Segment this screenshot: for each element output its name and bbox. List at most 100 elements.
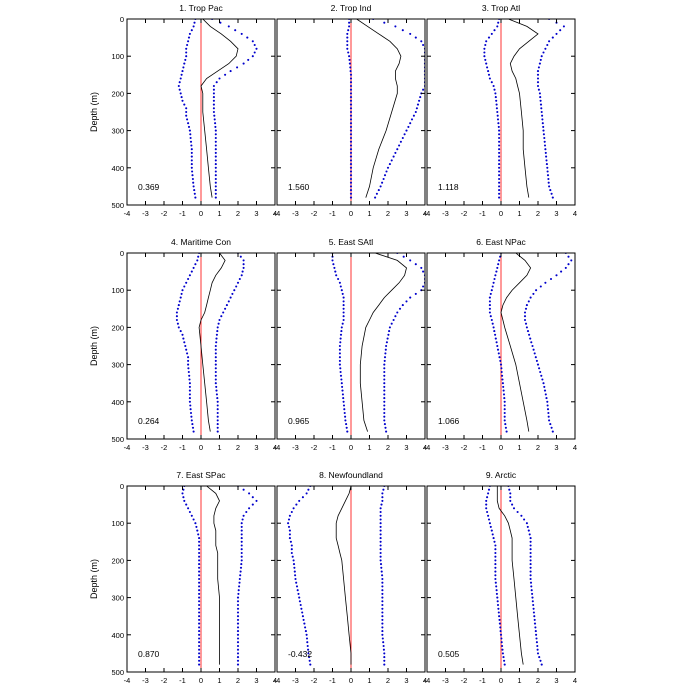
- upper-bound-point: [536, 84, 540, 88]
- upper-bound-point: [545, 163, 548, 166]
- lower-bound-point: [489, 525, 492, 528]
- lower-bound-point: [306, 641, 309, 644]
- lower-bound-point: [181, 99, 184, 102]
- lower-bound-point: [348, 58, 351, 61]
- upper-bound-point: [216, 400, 219, 403]
- lower-bound-point: [349, 110, 353, 114]
- upper-bound-point: [540, 107, 543, 110]
- upper-bound-point: [383, 397, 386, 400]
- upper-bound-point: [534, 356, 537, 359]
- upper-bound-point: [383, 374, 386, 377]
- upper-bound-point: [530, 585, 533, 588]
- lower-bound-point: [487, 70, 490, 73]
- upper-bound-point: [529, 337, 532, 340]
- upper-bound-point: [214, 189, 217, 192]
- panel-title: 9. Arctic: [486, 470, 517, 480]
- upper-bound-point: [218, 77, 221, 80]
- lower-bound-point: [502, 656, 505, 659]
- upper-bound-point: [216, 408, 219, 411]
- lower-bound-point: [483, 51, 486, 54]
- x-tick-label: -4: [124, 676, 131, 685]
- lower-bound-point: [498, 148, 501, 151]
- x-tick-label: -1: [479, 209, 486, 218]
- lower-bound-point: [498, 144, 501, 147]
- lower-bound-point: [341, 393, 344, 396]
- lower-bound-point: [342, 296, 345, 299]
- upper-bound-point: [238, 577, 241, 581]
- upper-bound-point: [381, 596, 384, 599]
- upper-bound-point: [214, 185, 217, 188]
- upper-bound-point: [531, 600, 534, 603]
- upper-bound-point: [538, 92, 541, 95]
- upper-bound-point: [242, 514, 245, 517]
- lower-bound-point: [494, 555, 497, 558]
- mean-profile-line: [496, 486, 524, 665]
- upper-bound-point: [381, 181, 384, 184]
- lower-bound-point: [494, 570, 497, 573]
- lower-bound-point: [498, 189, 501, 192]
- lower-bound-point: [198, 630, 201, 633]
- panel-data: [485, 486, 543, 666]
- upper-bound-point: [381, 585, 384, 588]
- lower-bound-point: [190, 166, 193, 169]
- upper-bound-point: [245, 510, 248, 514]
- lower-bound-point: [332, 263, 335, 266]
- upper-bound-point: [524, 322, 528, 325]
- lower-bound-point: [198, 603, 201, 607]
- lower-bound-point: [178, 88, 181, 91]
- lower-bound-point: [287, 518, 291, 521]
- lower-bound-point: [345, 423, 348, 426]
- lower-bound-point: [498, 181, 501, 184]
- lower-bound-point: [175, 311, 178, 314]
- lower-bound-point: [198, 607, 201, 610]
- lower-bound-point: [487, 518, 491, 521]
- y-axis-label: Depth (m): [89, 326, 99, 366]
- upper-bound-point: [542, 133, 545, 136]
- lower-bound-point: [486, 510, 489, 514]
- x-tick-label: -1: [179, 676, 186, 685]
- upper-bound-point: [536, 77, 540, 80]
- panel-value: -0.432: [288, 649, 312, 659]
- lower-bound-point: [193, 21, 196, 24]
- x-tick-label: 3: [254, 443, 258, 452]
- lower-bound-point: [494, 574, 497, 577]
- x-tick-label: -2: [461, 209, 468, 218]
- lower-bound-point: [486, 66, 489, 69]
- upper-bound-point: [214, 151, 217, 154]
- lower-bound-point: [190, 163, 193, 166]
- panel-data: [181, 486, 258, 666]
- upper-bound-point: [383, 21, 386, 24]
- x-tick-label: -2: [161, 209, 168, 218]
- upper-bound-point: [399, 140, 402, 143]
- lower-bound-point: [307, 488, 310, 491]
- upper-bound-point: [381, 589, 384, 592]
- upper-bound-point: [543, 385, 546, 388]
- lower-bound-point: [182, 337, 185, 340]
- mean-profile-line: [356, 19, 402, 198]
- upper-bound-point: [381, 592, 384, 595]
- upper-bound-point: [547, 181, 550, 184]
- upper-bound-point: [546, 404, 549, 407]
- lower-bound-point: [494, 337, 497, 340]
- upper-bound-point: [409, 296, 412, 299]
- lower-bound-point: [291, 555, 294, 558]
- upper-bound-point: [214, 374, 217, 377]
- panel-5: -4 -3 -2 -1 0 1 2 3 4 5. East SAtl 0.965: [274, 237, 427, 452]
- upper-bound-point: [214, 159, 217, 162]
- lower-bound-point: [181, 289, 184, 292]
- lower-bound-point: [485, 40, 488, 43]
- lower-bound-point: [496, 348, 500, 351]
- lower-bound-point: [187, 36, 191, 39]
- upper-bound-point: [516, 510, 519, 514]
- y-axis-label: Depth (m): [89, 92, 99, 132]
- upper-bound-point: [551, 430, 554, 433]
- lower-bound-point: [501, 374, 504, 377]
- upper-bound-point: [214, 352, 217, 355]
- upper-bound-point: [231, 292, 234, 295]
- x-tick-label: -4: [274, 443, 281, 452]
- upper-bound-point: [383, 370, 386, 374]
- lower-bound-point: [198, 626, 201, 629]
- panel-data: [488, 253, 573, 433]
- lower-bound-point: [188, 129, 191, 132]
- lower-bound-point: [335, 274, 338, 277]
